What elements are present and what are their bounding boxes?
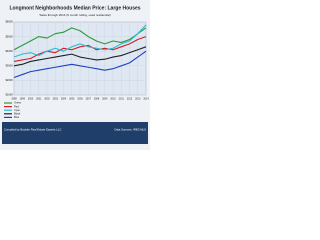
- y-tick-label: $600K: [5, 20, 13, 24]
- x-tick-label: 1999: [20, 98, 26, 101]
- footer-band: [2, 122, 148, 144]
- x-tick-label: 2003: [53, 98, 59, 101]
- chart: Longmont Neighborhoods Median Price: Lar…: [0, 0, 150, 150]
- legend-label: Green: [14, 101, 22, 105]
- x-tick-label: 2006: [77, 98, 83, 101]
- series-line: [13, 46, 147, 67]
- x-tick-label: 2011: [119, 98, 125, 101]
- chart-subtitle: Sales through 2014 (6 month rolling, use…: [39, 13, 110, 17]
- y-tick-label: $300K: [5, 63, 13, 67]
- x-tick-label: 2005: [69, 98, 75, 101]
- footer-left: Compiled by Boulder Real Estate Experts …: [4, 128, 61, 132]
- series-line: [13, 50, 147, 78]
- legend-label: Red: [14, 104, 19, 108]
- legend-label: Cyan: [14, 108, 21, 112]
- y-tick-label: $100K: [5, 93, 13, 97]
- x-tick-label: 1998: [11, 98, 17, 101]
- x-tick-label: 2009: [102, 98, 108, 101]
- series-line: [13, 36, 147, 62]
- series-line: [13, 27, 147, 51]
- series-line: [13, 24, 147, 58]
- x-tick-label: 2013: [135, 98, 141, 101]
- x-tick-label: 2000: [28, 98, 34, 101]
- y-tick-label: $200K: [5, 78, 13, 82]
- chart-title: Longmont Neighborhoods Median Price: Lar…: [9, 5, 140, 11]
- x-tick-label: 2004: [61, 98, 67, 101]
- legend-label: Blue: [14, 115, 20, 119]
- y-tick-label: $400K: [5, 49, 13, 53]
- x-tick-label: 2012: [127, 98, 133, 101]
- x-tick-label: 2014: [143, 98, 149, 101]
- x-tick-label: 2001: [36, 98, 42, 101]
- x-tick-label: 2007: [86, 98, 92, 101]
- y-tick-label: $500K: [5, 34, 13, 38]
- x-tick-label: 2008: [94, 98, 100, 101]
- x-tick-label: 2010: [110, 98, 116, 101]
- x-tick-label: 2002: [44, 98, 50, 101]
- legend-label: Black: [14, 111, 21, 115]
- footer-right: Data Sources: IRES MLS: [114, 128, 146, 132]
